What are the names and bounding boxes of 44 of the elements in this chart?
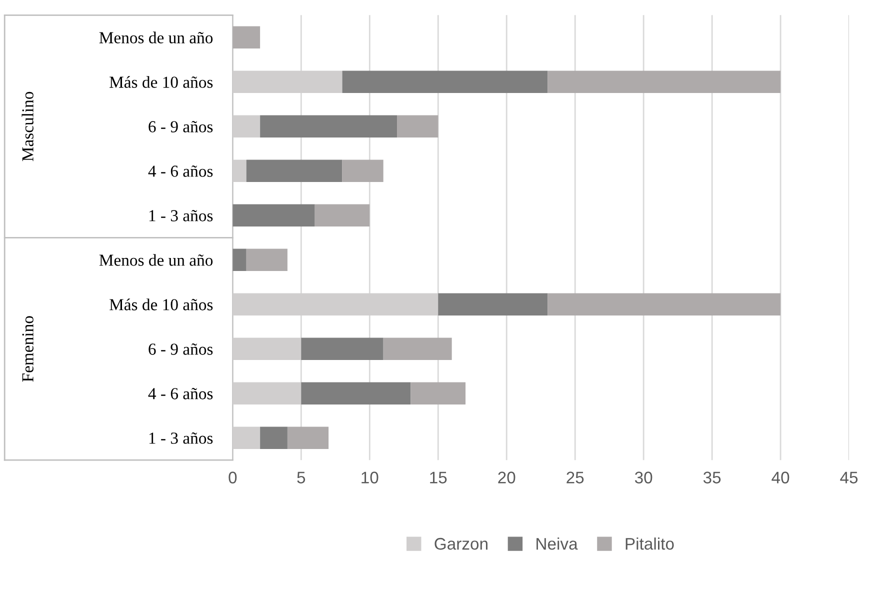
bar <box>314 204 370 227</box>
bar <box>232 26 260 49</box>
legend-label: Garzon <box>434 538 488 550</box>
x-tick-label: 35 <box>703 472 721 484</box>
y-tick-label: Menos de un año <box>99 32 213 44</box>
x-tick-label: 5 <box>297 472 306 484</box>
y-tick-label: Más de 10 años <box>110 298 213 310</box>
y-tick-label: 4 - 6 años <box>148 165 213 177</box>
text: Femenino <box>22 316 34 382</box>
y-tick-label: 1 - 3 años <box>149 210 213 222</box>
x-tick-label: 10 <box>362 472 378 484</box>
bar <box>232 204 315 227</box>
y-tick-label: 6 - 9 años <box>148 343 213 355</box>
bar <box>548 293 781 316</box>
bar <box>342 70 548 94</box>
legend-label: Neiva <box>536 537 578 550</box>
bar <box>246 160 342 182</box>
x-tick-label: 20 <box>498 472 516 484</box>
bar <box>438 293 548 316</box>
x-tick-label: 40 <box>772 472 790 484</box>
y-tick-label: 4 - 6 años <box>148 388 213 400</box>
y-tick-label: 1 - 3 años <box>149 432 213 444</box>
text: Masculino <box>22 92 34 162</box>
bar <box>410 382 466 404</box>
bar <box>548 70 781 94</box>
x-tick-label: 25 <box>566 472 584 484</box>
x-tick-label: 0 <box>228 472 237 484</box>
bar <box>260 115 398 138</box>
y-tick-label: Más de 10 años <box>110 76 213 88</box>
bar <box>246 248 288 272</box>
y-tick-label: 6 - 9 años <box>148 120 213 132</box>
legend-label: Pitalito <box>626 537 674 550</box>
bar <box>260 426 288 449</box>
x-tick-label: 45 <box>840 472 858 484</box>
bar <box>397 115 438 138</box>
y-tick-label: Menos de un año <box>99 254 213 266</box>
bar <box>301 382 411 404</box>
x-tick-label: 30 <box>634 472 652 484</box>
bar <box>232 248 246 272</box>
x-tick-label: 15 <box>430 472 447 484</box>
bar <box>301 338 384 360</box>
bar <box>287 426 329 449</box>
bar <box>383 338 452 360</box>
bar <box>342 160 384 182</box>
